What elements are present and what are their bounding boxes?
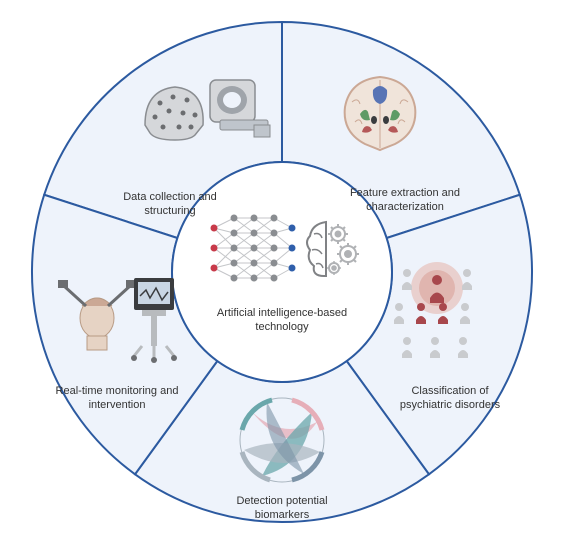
ai-technology-radial-diagram (0, 0, 565, 544)
center-label: Artificial intelligence-based technology (212, 306, 352, 335)
segment-label-biomarkers: Detection potential biomarkers (222, 494, 342, 523)
segment-label-data-collection: Data collection and structuring (100, 190, 240, 219)
segment-label-monitoring: Real-time monitoring and intervention (52, 384, 182, 413)
segment-label-feature-extraction: Feature extraction and characterization (330, 186, 480, 215)
segment-label-classification: Classification of psychiatric disorders (390, 384, 510, 413)
